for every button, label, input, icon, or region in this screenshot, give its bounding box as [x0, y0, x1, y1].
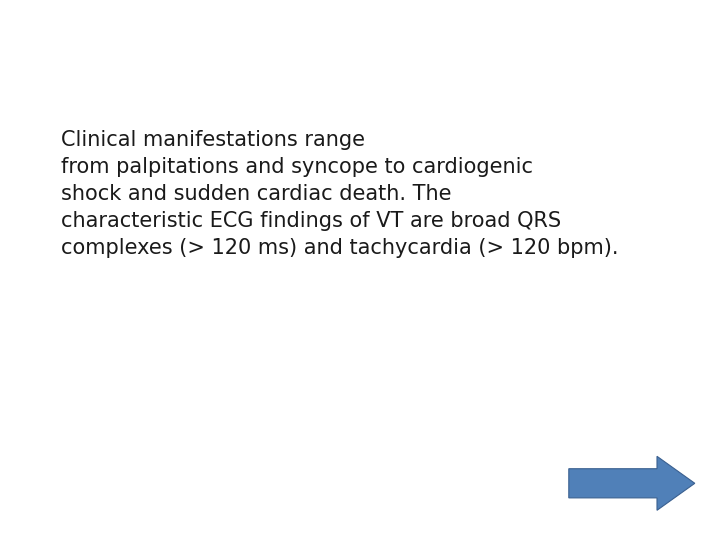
Polygon shape — [569, 456, 695, 510]
Text: Clinical manifestations range 
from palpitations and syncope to cardiogenic 
sho: Clinical manifestations range from palpi… — [61, 130, 618, 259]
